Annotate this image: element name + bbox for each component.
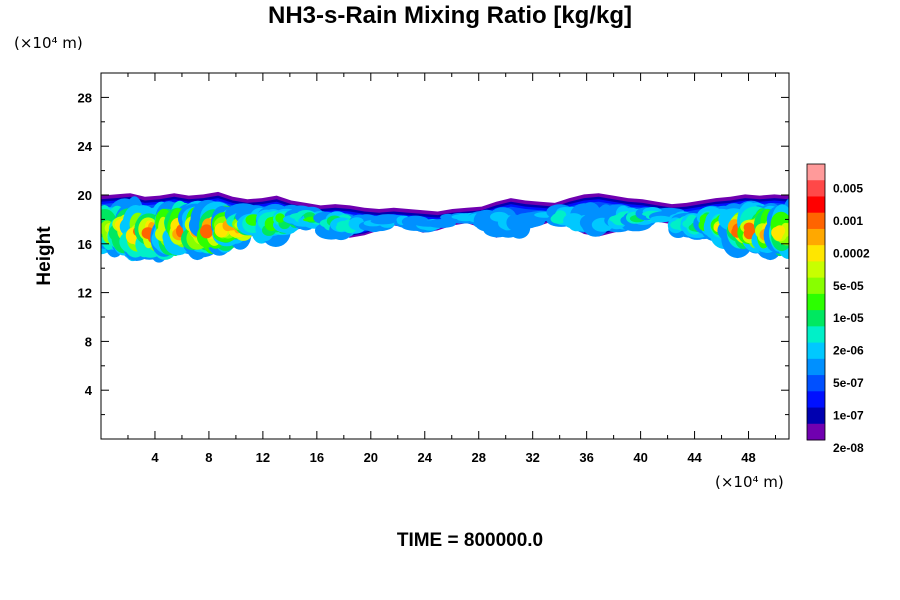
colorbar-swatch xyxy=(807,277,825,295)
colorbar-swatch xyxy=(807,407,825,425)
y-unit-label: (×10⁴ m) xyxy=(14,34,83,52)
colorbar: 0.005 0.001 0.0002 5e-05 1e-05 2e-06 5e-07 1e-0… xyxy=(806,163,870,455)
colorbar-swatch xyxy=(807,358,825,376)
colorbar-label: 1e-07 xyxy=(833,409,864,423)
colorbar-label: 5e-07 xyxy=(833,376,864,390)
colorbar-swatch xyxy=(807,245,825,262)
cloud-blob xyxy=(414,220,443,227)
colorbar-swatch xyxy=(807,375,825,392)
cloud-blob xyxy=(275,213,285,223)
colorbar-swatch xyxy=(807,180,825,197)
y-axis-label: Height xyxy=(34,226,55,286)
colorbar-label: 0.001 xyxy=(833,214,863,228)
cloud-blob xyxy=(650,215,672,223)
chart-title: NH3-s-Rain Mixing Ratio [kg/kg] xyxy=(267,2,633,29)
colorbar-swatch xyxy=(807,342,825,360)
colorbar-swatch xyxy=(807,228,825,246)
y-tick-label: 8 xyxy=(85,334,92,349)
cloud-blob xyxy=(554,210,567,220)
x-tick-label: 4 xyxy=(151,450,159,465)
colorbar-swatch xyxy=(807,164,825,181)
colorbar-label: 1e-05 xyxy=(833,311,864,325)
y-tick-label: 20 xyxy=(78,188,92,203)
colorbar-swatch xyxy=(807,310,825,327)
x-unit-label: (×10⁴ m) xyxy=(715,473,784,491)
colorbar-swatch xyxy=(807,261,825,279)
colorbar-swatch xyxy=(807,423,825,441)
cloud-blob xyxy=(771,226,784,239)
colorbar-swatch xyxy=(807,212,825,230)
x-tick-label: 28 xyxy=(471,450,485,465)
colorbar-swatch xyxy=(807,196,825,214)
cloud-field xyxy=(83,191,809,263)
y-tick-label: 24 xyxy=(78,139,93,154)
colorbar-label: 2e-06 xyxy=(833,344,864,358)
x-tick-label: 12 xyxy=(256,450,270,465)
cloud-blob xyxy=(788,222,789,235)
cloud-blob xyxy=(90,221,100,234)
y-tick-label: 16 xyxy=(78,237,92,252)
cloud-blob xyxy=(374,214,402,223)
colorbar-swatch xyxy=(807,326,825,343)
cloud-blob xyxy=(793,222,809,245)
x-tick-label: 48 xyxy=(741,450,755,465)
colorbar-label: 0.0002 xyxy=(833,246,870,260)
colorbar-frame xyxy=(806,163,826,441)
y-tick-label: 4 xyxy=(85,383,93,398)
cloud-blob xyxy=(563,213,585,229)
cloud-blob xyxy=(451,214,470,220)
x-tick-label: 8 xyxy=(205,450,212,465)
colorbar-label: 0.005 xyxy=(833,181,863,195)
cloud-blob xyxy=(743,222,755,233)
x-tick-label: 24 xyxy=(418,450,433,465)
cloud-blob xyxy=(795,228,805,239)
x-tick-label: 36 xyxy=(579,450,593,465)
colorbar-swatch xyxy=(807,391,825,408)
colorbar-swatch xyxy=(807,293,825,311)
x-tick-label: 32 xyxy=(525,450,539,465)
y-tick-label: 12 xyxy=(78,286,92,301)
x-axis: 4 8 12 16 20 24 28 32 36 40 44 48 xyxy=(127,73,777,465)
x-tick-label: 44 xyxy=(687,450,702,465)
plot-frame xyxy=(100,72,790,440)
x-tick-label: 20 xyxy=(364,450,378,465)
cloud-blob xyxy=(335,223,346,232)
cloud-blob xyxy=(200,224,214,239)
colorbar-label: 5e-05 xyxy=(833,279,864,293)
time-label: TIME = 800000.0 xyxy=(396,530,544,551)
cloud-blob xyxy=(83,214,99,232)
x-tick-label: 40 xyxy=(633,450,647,465)
colorbar-label: 2e-08 xyxy=(833,441,864,455)
cloud-blob xyxy=(788,224,789,233)
y-axis: 4 8 12 16 20 24 28 xyxy=(78,90,789,416)
x-tick-label: 16 xyxy=(310,450,324,465)
y-tick-label: 28 xyxy=(78,90,92,105)
